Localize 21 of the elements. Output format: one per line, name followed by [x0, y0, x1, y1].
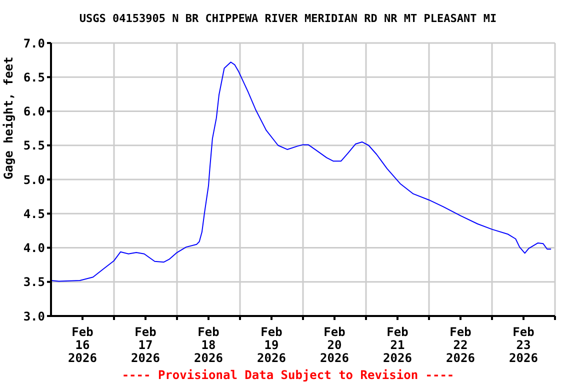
y-tick-label: 5.5	[23, 138, 45, 153]
x-tick-label: Feb 22 2026	[446, 325, 475, 365]
x-tick-label: Feb 17 2026	[131, 325, 160, 365]
x-tick-label: Feb 19 2026	[257, 325, 286, 365]
y-tick-label: 3.5	[23, 275, 45, 290]
x-tick-label: Feb 16 2026	[68, 325, 97, 365]
y-tick-label: 3.0	[23, 309, 45, 324]
x-tick-label: Feb 23 2026	[509, 325, 538, 365]
y-axis-title: Gage height, feet	[1, 56, 16, 180]
x-tick-label: Feb 20 2026	[320, 325, 349, 365]
chart-title: USGS 04153905 N BR CHIPPEWA RIVER MERIDIAN RD NR MT PLEASANT MI	[78, 12, 498, 25]
text: ---- Provisional Data Subject to Revision ----	[120, 368, 456, 382]
y-tick-label: 7.0	[23, 36, 45, 50]
y-tick-label: 5.0	[23, 172, 45, 187]
x-tick-label: Feb 18 2026	[194, 325, 223, 365]
x-tick-label: Feb 21 2026	[383, 325, 412, 365]
y-tick-label: 4.0	[23, 241, 45, 256]
y-tick-label: 4.5	[23, 206, 45, 221]
line-series	[51, 62, 552, 282]
y-tick-label: 6.5	[23, 70, 45, 84]
y-tick-label: 6.0	[23, 104, 45, 119]
